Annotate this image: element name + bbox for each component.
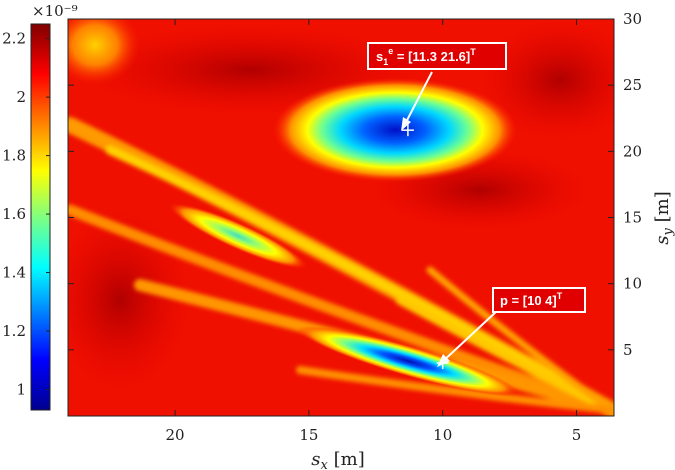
y-axis-ticks: 30 25 20 15 10 5: [68, 10, 642, 359]
y-tick-label: 25: [623, 76, 642, 94]
colorbar-tick-label: 1.4: [2, 264, 26, 282]
colorbar-tick-label: 2.2: [2, 30, 26, 48]
colorbar-gradient: [30, 23, 51, 411]
colorbar-tick-label: 1.2: [2, 322, 26, 340]
annotation-box: [492, 287, 586, 313]
fringe: [426, 266, 614, 414]
minimum-p: [297, 326, 519, 396]
minimum-s1e: [273, 78, 517, 182]
x-tick-label: 5: [572, 426, 582, 444]
fringes: [68, 117, 614, 416]
annotation-p: p = [10 4]T: [437, 287, 586, 367]
x-tick-label: 20: [166, 426, 185, 444]
x-axis-ticks: 20 15 10 5: [166, 19, 582, 444]
arrowhead: [437, 354, 450, 367]
heatmap-dark-region: [68, 210, 190, 390]
colorbar-tick-label: 2: [16, 88, 26, 106]
annotation-text: p = [10 4]T: [500, 291, 563, 308]
colorbar-tick-label: 1.8: [2, 147, 26, 165]
heatmap-warm-region: [68, 19, 140, 85]
x-axis-label: sx [m]: [311, 449, 364, 470]
colorbar-ticks: 2.2 2 1.8 1.6 1.4 1.2 1: [2, 30, 50, 399]
fringe: [296, 366, 614, 414]
y-tick-label: 30: [623, 10, 642, 28]
colorbar-tick-label: 1: [16, 381, 26, 399]
y-tick-label: 15: [623, 209, 642, 227]
annotation-text: s1e = [11.3 21.6]T: [376, 46, 476, 67]
colorbar-tick-label: 1.6: [2, 205, 26, 223]
y-axis-label: sy [m]: [652, 191, 675, 244]
annotation-s1e: s1e = [11.3 21.6]T: [367, 42, 507, 131]
y-tick-label: 20: [623, 142, 642, 160]
heatmap: [68, 19, 614, 416]
colorbar: 2.2 2 1.8 1.6 1.4 1.2 1 ×10⁻⁹: [2, 2, 78, 411]
colorbar-exponent: ×10⁻⁹: [32, 2, 78, 20]
annotation-box: [367, 42, 507, 70]
x-tick-label: 15: [299, 426, 318, 444]
x-tick-label: 10: [433, 426, 452, 444]
heatmap-dark-region: [480, 20, 614, 140]
secondary-minimum: [169, 203, 307, 269]
fringe: [395, 295, 614, 415]
fringe: [68, 204, 614, 416]
annotation-arrow: [402, 71, 433, 129]
y-tick-label: 5: [623, 341, 633, 359]
y-tick-label: 10: [623, 275, 642, 293]
annotation-arrow: [439, 309, 499, 365]
arrowhead: [401, 117, 411, 131]
